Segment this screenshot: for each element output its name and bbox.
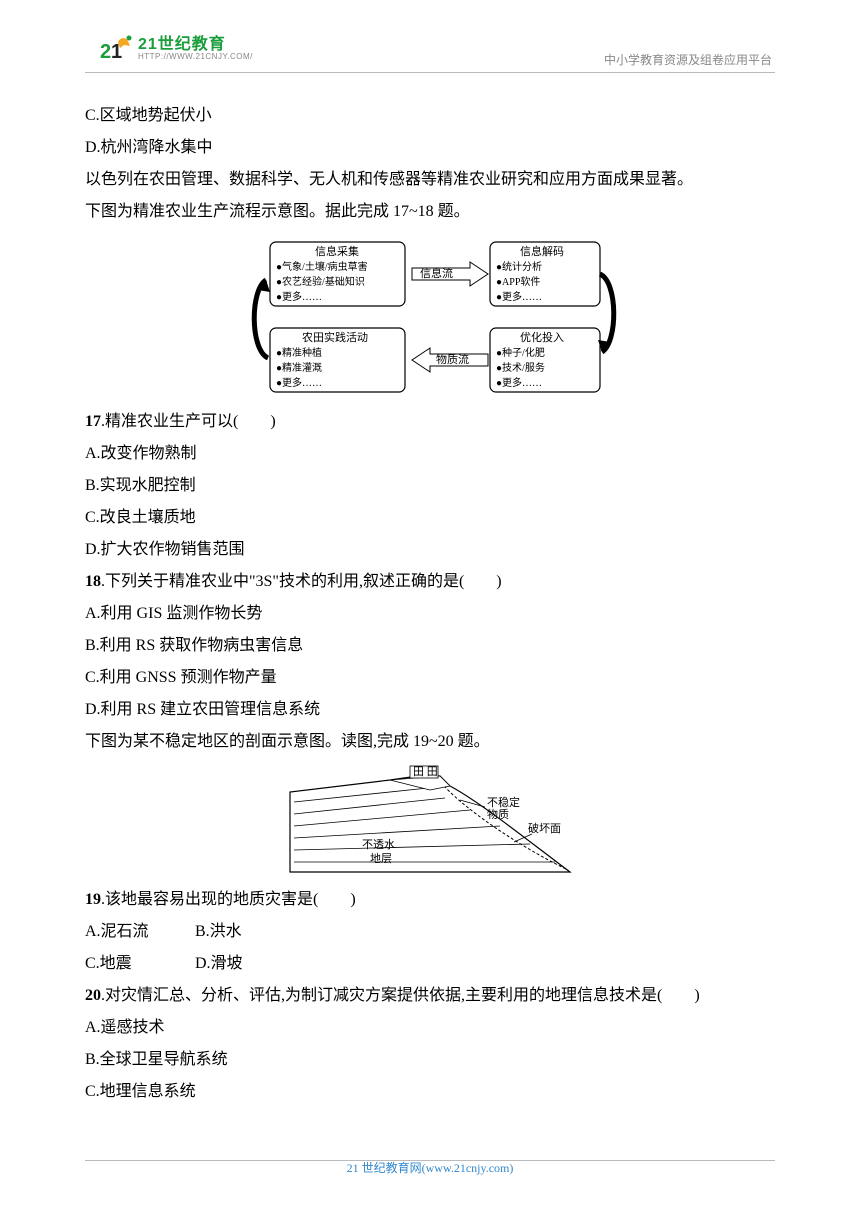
q19-num: 19	[85, 891, 101, 908]
header-logo: 2 1 21世纪教育 HTTP://WWW.21CNJY.COM/	[100, 30, 253, 68]
footer-text: 21 世纪教育网(www.21cnjy.com)	[0, 1156, 860, 1180]
header-subtitle: 中小学教育资源及组卷应用平台	[604, 48, 772, 72]
slope-diagram: 田 田 不稳定 物质 破坏面 不透水 地层	[280, 762, 580, 880]
box-1-title: 信息采集	[315, 244, 359, 258]
logo-main-text: 21世纪教育	[138, 37, 253, 53]
box-3-item-2: ●精准灌溉	[276, 361, 322, 374]
box-2-item-2: ●APP软件	[496, 275, 540, 288]
q17-num: 17	[85, 413, 101, 430]
box-1-item-1: ●气象/土壤/病虫草害	[276, 260, 368, 273]
q18-d: D.利用 RS 建立农田管理信息系统	[85, 694, 775, 726]
arrow-label-top: 信息流	[420, 266, 453, 280]
q17-d: D.扩大农作物销售范围	[85, 534, 775, 566]
box-4-item-2: ●技术/服务	[496, 361, 545, 374]
q18-num: 18	[85, 573, 101, 590]
option-c: C.区域地势起伏小	[85, 100, 775, 132]
house-label: 田 田	[413, 766, 438, 778]
q17-a: A.改变作物熟制	[85, 438, 775, 470]
q17-b: B.实现水肥控制	[85, 470, 775, 502]
impermeable-l2: 地层	[370, 852, 392, 865]
arrow-label-bottom: 物质流	[436, 352, 469, 366]
svg-text:2: 2	[100, 41, 111, 63]
box-4-item-1: ●种子/化肥	[496, 346, 545, 359]
q17-stem: 17.精准农业生产可以( )	[85, 406, 775, 438]
q20-num: 20	[85, 987, 101, 1004]
box-1-item-3: ●更多……	[276, 290, 322, 303]
option-d: D.杭州湾降水集中	[85, 132, 775, 164]
box-3-title: 农田实践活动	[302, 330, 368, 344]
q19-row1: A.泥石流B.洪水	[85, 916, 775, 948]
q18-b: B.利用 RS 获取作物病虫害信息	[85, 630, 775, 662]
passage-2: 下图为某不稳定地区的剖面示意图。读图,完成 19~20 题。	[85, 726, 775, 758]
slope-diagram-wrap: 田 田 不稳定 物质 破坏面 不透水 地层	[85, 762, 775, 880]
q17-c: C.改良土壤质地	[85, 502, 775, 534]
box-2-item-1: ●统计分析	[496, 260, 542, 273]
box-2-item-3: ●更多……	[496, 290, 542, 303]
q18-a: A.利用 GIS 监测作物长势	[85, 598, 775, 630]
box-4-item-3: ●更多……	[496, 376, 542, 389]
logo-text: 21世纪教育 HTTP://WWW.21CNJY.COM/	[138, 37, 253, 61]
passage-1-line-1: 以色列在农田管理、数据科学、无人机和传感器等精准农业研究和应用方面成果显著。	[85, 164, 775, 196]
header-divider	[85, 72, 775, 73]
unstable-label-l2: 物质	[487, 807, 509, 821]
flow-diagram-wrap: 信息采集 ●气象/土壤/病虫草害 ●农艺经验/基础知识 ●更多…… 信息解码 ●…	[85, 232, 775, 402]
logo-sub-text: HTTP://WWW.21CNJY.COM/	[138, 53, 253, 61]
impermeable-l1: 不透水	[362, 838, 395, 851]
box-4-title: 优化投入	[520, 330, 564, 344]
document-body: C.区域地势起伏小 D.杭州湾降水集中 以色列在农田管理、数据科学、无人机和传感…	[85, 100, 775, 1108]
box-2-title: 信息解码	[520, 244, 564, 258]
flow-diagram: 信息采集 ●气象/土壤/病虫草害 ●农艺经验/基础知识 ●更多…… 信息解码 ●…	[240, 232, 620, 402]
q18-c: C.利用 GNSS 预测作物产量	[85, 662, 775, 694]
q20-b: B.全球卫星导航系统	[85, 1044, 775, 1076]
q20-stem: 20.对灾情汇总、分析、评估,为制订减灾方案提供依据,主要利用的地理信息技术是(…	[85, 980, 775, 1012]
q19-row2: C.地震D.滑坡	[85, 948, 775, 980]
q18-stem: 18.下列关于精准农业中"3S"技术的利用,叙述正确的是( )	[85, 566, 775, 598]
box-3-item-1: ●精准种植	[276, 346, 322, 359]
passage-1-line-2: 下图为精准农业生产流程示意图。据此完成 17~18 题。	[85, 196, 775, 228]
failure-label: 破坏面	[528, 821, 561, 835]
unstable-label-l1: 不稳定	[487, 795, 520, 809]
box-1-item-2: ●农艺经验/基础知识	[276, 275, 365, 288]
logo-icon: 2 1	[100, 32, 134, 66]
box-3-item-3: ●更多……	[276, 376, 322, 389]
q19-stem: 19.该地最容易出现的地质灾害是( )	[85, 884, 775, 916]
q20-a: A.遥感技术	[85, 1012, 775, 1044]
q20-c: C.地理信息系统	[85, 1076, 775, 1108]
